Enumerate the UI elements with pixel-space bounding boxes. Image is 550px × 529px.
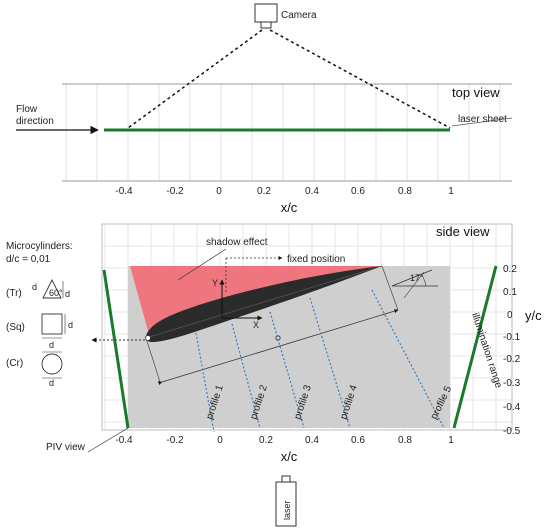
top-view-title: top view [452,85,500,100]
angle-indicator: 17° [391,269,438,299]
side-view: Y X fixed position shadow effect 17° pro… [6,223,542,527]
top-tick-6: 0.8 [398,186,412,197]
local-axes: Y X [212,278,263,330]
camera-label: Camera [281,10,317,21]
shape-square: (Sq) d d [6,313,73,350]
laser-sheet-label: laser sheet [458,114,507,125]
microcylinder-marker [145,335,151,341]
top-tick-4: 0.4 [305,186,319,197]
y-tick-1: 0.1 [503,287,517,298]
profile-line-2 [231,323,261,429]
shape-tr-code: (Tr) [6,288,22,299]
top-tick-7: 1 [448,186,454,197]
camera-fov-right [269,29,451,129]
profile-line-4 [309,297,351,429]
side-view-y-ticks: 0.2 0.1 0 -0.1 -0.2 -0.3 -0.4 -0.5 [503,264,521,437]
side-view-y-axis-label: y/c [525,308,542,323]
piv-view-label: PIV view [46,442,86,453]
shape-cr-dim: d [49,378,54,388]
y-tick-6: -0.4 [503,402,521,413]
side-tick-3: 0.2 [259,435,273,446]
side-tick-5: 0.6 [351,435,365,446]
y-tick-7: -0.5 [503,426,521,437]
profile-line-5 [371,289,445,429]
profile-line-1 [195,332,215,433]
laser-source-icon [275,475,297,527]
flow-label-line1: Flow [16,104,38,115]
top-tick-5: 0.6 [351,186,365,197]
chord-dimension [157,309,399,385]
side-view-title: side view [436,224,490,239]
shape-sq-code: (Sq) [6,322,25,333]
fixed-position-label: fixed position [287,254,345,265]
top-view-grid [65,84,501,181]
axis-x-small-label: X [253,320,259,330]
side-tick-2: 0 [217,435,223,446]
top-view-x-axis-label: x/c [281,200,298,215]
shape-triangle: (Tr) 60° d d [6,278,70,299]
shape-sq-dim-a: d [68,320,73,330]
y-tick-5: -0.3 [503,378,521,389]
profile-line-3 [269,311,305,429]
top-tick-3: 0.2 [257,186,271,197]
top-view: Camera laser sheet Flow [16,3,513,215]
shape-cr-code: (Cr) [6,358,23,369]
side-tick-7: 1 [448,435,454,446]
top-tick-2: 0 [216,186,222,197]
shape-sq-dim-b: d [49,340,54,350]
side-tick-0: -0.4 [115,435,133,446]
axis-y-small-label: Y [212,278,218,288]
y-tick-3: -0.1 [503,332,521,343]
side-tick-1: -0.2 [166,435,184,446]
laser-sheet-leader [451,117,513,127]
shadow-effect-label: shadow effect [206,237,268,248]
top-tick-1: -0.2 [166,186,184,197]
side-view-x-axis-label: x/c [281,449,298,464]
y-tick-4: -0.2 [503,354,521,365]
angle-label: 17° [410,273,424,283]
camera-fov-left [127,29,263,129]
shape-tr-angle: 60° [49,288,63,298]
microcylinders-title: Microcylinders: [6,241,73,252]
y-tick-2: 0 [507,310,513,321]
shape-circle: (Cr) d [6,351,63,388]
side-tick-4: 0.4 [305,435,319,446]
side-tick-6: 0.8 [398,435,412,446]
illumination-right-line [452,265,498,429]
shape-tr-dim-a: d [32,282,37,292]
top-tick-0: -0.4 [115,186,133,197]
side-view-x-ticks: -0.4 -0.2 0 0.2 0.4 0.6 0.8 1 [115,435,454,446]
top-view-x-ticks: -0.4 -0.2 0 0.2 0.4 0.6 0.8 1 [115,186,454,197]
illumination-left-line [102,269,130,429]
laser-label: laser [282,500,292,520]
flow-label-line2: direction [16,116,54,127]
profile-lines [195,289,445,433]
microcylinders-ratio: d/c = 0,01 [6,254,51,265]
camera-icon [254,3,278,29]
shape-tr-dim-b: d [65,289,70,299]
y-tick-0: 0.2 [503,264,517,275]
